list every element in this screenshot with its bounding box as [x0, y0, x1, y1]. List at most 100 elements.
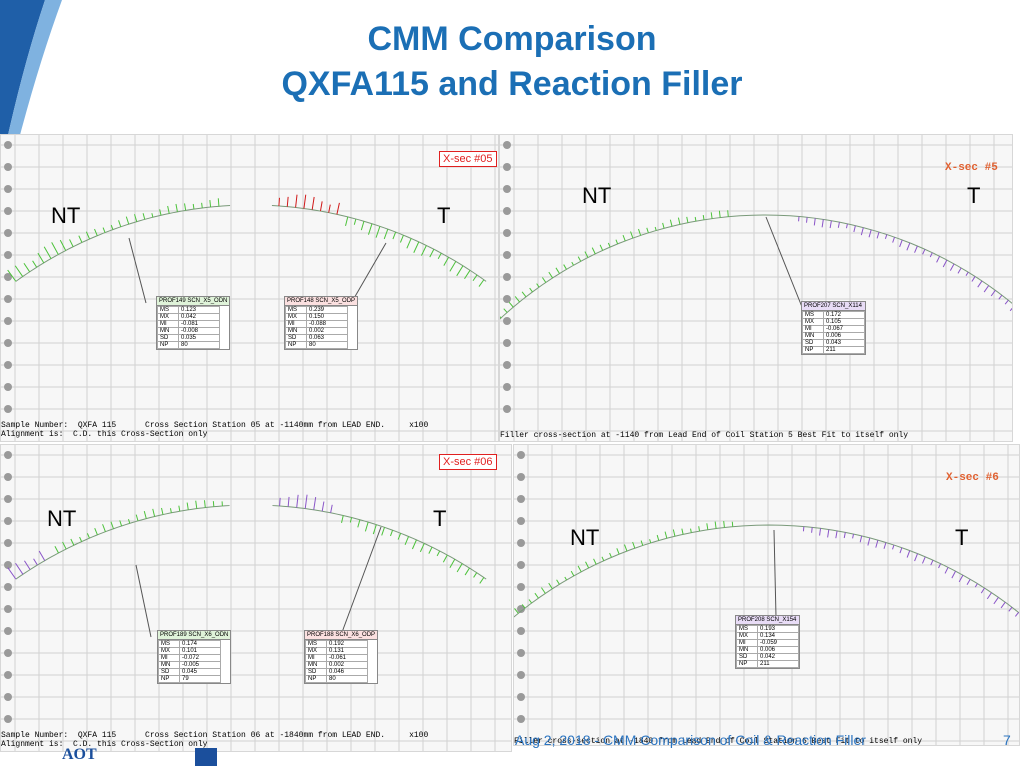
stats-row: SD 0.046 — [305, 668, 368, 676]
caption-line-2: Alignment is: C.D. this Cross-Section on… — [1, 740, 208, 749]
xsec-label: X-sec #06 — [439, 454, 497, 470]
stats-key: SD — [285, 334, 307, 342]
stats-row: SD 0.035 — [157, 334, 220, 342]
stats-value: 0.045 — [179, 668, 221, 676]
stats-key: MI — [802, 325, 824, 333]
stats-value: -0.008 — [178, 327, 220, 335]
stats-row: MI -0.072 — [158, 654, 221, 662]
stats-value: 0.193 — [757, 625, 799, 633]
t-label: T — [967, 183, 981, 208]
stats-value: 0.006 — [823, 332, 865, 340]
stats-value: 211 — [757, 660, 799, 668]
stats-value: 79 — [179, 675, 221, 683]
caption-line-1: Sample Number: QXFA 115 Cross Section St… — [1, 421, 429, 430]
stats-title: PROF149 SCN_X5_ODN — [157, 297, 230, 306]
stats-row: MS 0.174 — [158, 640, 221, 648]
xsec-label: X-sec #05 — [439, 151, 497, 167]
stats-row: MI -0.081 — [157, 320, 220, 328]
stats-key: MS — [736, 625, 758, 633]
stats-value: 0.063 — [306, 334, 348, 342]
stats-title: PROF189 SCN_X6_ODN — [158, 631, 231, 640]
stats-row: MX 0.131 — [305, 647, 368, 655]
stats-value: -0.072 — [179, 654, 221, 662]
stats-key: MS — [305, 640, 327, 648]
xsec-label: X-sec #6 — [946, 472, 999, 484]
stats-value: -0.005 — [179, 661, 221, 669]
stats-key: MI — [736, 639, 758, 647]
stats-row: MX 0.101 — [158, 647, 221, 655]
stats-row: SD 0.042 — [736, 653, 799, 661]
stats-table: PROF208 SCN_X154 MS 0.193 MX 0.134 MI -0.059 M… — [735, 615, 800, 669]
stats-key: MN — [285, 327, 307, 335]
stats-row: NP 80 — [285, 341, 348, 349]
stats-value: 0.006 — [757, 646, 799, 654]
t-label: T — [437, 203, 451, 228]
stats-key: MN — [802, 332, 824, 340]
stats-key: NP — [157, 341, 179, 349]
stats-key: MX — [158, 647, 180, 655]
stats-key: SD — [802, 339, 824, 347]
cmm-plot-filler-station-05: X-sec #5 NT T PROF207 SCN_X114 MS 0.172 MX… — [499, 134, 1013, 442]
stats-value: -0.059 — [757, 639, 799, 647]
stats-value: 0.042 — [178, 313, 220, 321]
stats-key: MS — [802, 311, 824, 319]
stats-value: 0.101 — [179, 647, 221, 655]
stats-key: MI — [158, 654, 180, 662]
stats-key: MX — [157, 313, 179, 321]
stats-row: NP 211 — [802, 346, 865, 354]
stats-key: MI — [305, 654, 327, 662]
stats-row: MN 0.006 — [736, 646, 799, 654]
stats-row: MS 0.239 — [285, 306, 348, 314]
caption-line-1: Filler cross-section at -1140 from Lead … — [500, 431, 909, 440]
stats-row: MS 0.193 — [736, 625, 799, 633]
stats-row: MI -0.088 — [285, 320, 348, 328]
stats-row: SD 0.063 — [285, 334, 348, 342]
stats-key: NP — [285, 341, 307, 349]
stats-key: MN — [158, 661, 180, 669]
stats-key: MX — [285, 313, 307, 321]
stats-row: NP 80 — [157, 341, 220, 349]
stats-table-t: PROF188 SCN_X6_ODP MS 0.192 MX 0.131 MI -0.06… — [304, 630, 379, 684]
t-label: T — [955, 525, 969, 550]
stats-key: MX — [802, 318, 824, 326]
stats-table: PROF207 SCN_X114 MS 0.172 MX 0.105 MI -0.067 M… — [801, 301, 866, 355]
caption-line-1: Filler cross-section at -1840 from Lead … — [514, 737, 923, 746]
stats-key: MX — [305, 647, 327, 655]
stats-row: MN -0.005 — [158, 661, 221, 669]
stats-key: MN — [305, 661, 327, 669]
stats-key: MS — [158, 640, 180, 648]
stats-value: 0.002 — [326, 661, 368, 669]
stats-table-nt: PROF189 SCN_X6_ODN MS 0.174 MX 0.101 MI -0.07… — [157, 630, 232, 684]
stats-row: MI -0.059 — [736, 639, 799, 647]
corner-swoosh-graphic — [0, 0, 62, 135]
stats-title: PROF207 SCN_X114 — [802, 302, 865, 311]
stats-key: MN — [736, 646, 758, 654]
stats-row: MS 0.192 — [305, 640, 368, 648]
stats-key: SD — [305, 668, 327, 676]
stats-table-t: PROF148 SCN_X5_ODP MS 0.239 MX 0.150 MI -0.08… — [284, 296, 359, 350]
stats-value: -0.067 — [823, 325, 865, 333]
stats-value: 80 — [326, 675, 368, 683]
stats-title: PROF208 SCN_X154 — [736, 616, 799, 625]
stats-key: SD — [157, 334, 179, 342]
stats-row: SD 0.043 — [802, 339, 865, 347]
stats-value: -0.081 — [178, 320, 220, 328]
stats-row: MI -0.061 — [305, 654, 368, 662]
stats-value: 0.046 — [326, 668, 368, 676]
stats-row: MX 0.105 — [802, 318, 865, 326]
stats-value: 0.192 — [326, 640, 368, 648]
stats-key: MN — [157, 327, 179, 335]
stats-row: NP 211 — [736, 660, 799, 668]
stats-row: MI -0.067 — [802, 325, 865, 333]
t-label: T — [433, 506, 447, 531]
logo-mark-icon — [195, 748, 217, 766]
stats-value: 0.105 — [823, 318, 865, 326]
stats-value: 80 — [178, 341, 220, 349]
stats-value: 0.131 — [326, 647, 368, 655]
stats-row: MN 0.006 — [802, 332, 865, 340]
stats-key: SD — [158, 668, 180, 676]
stats-row: MN -0.008 — [157, 327, 220, 335]
stats-value: -0.061 — [326, 654, 368, 662]
stats-value: 0.042 — [757, 653, 799, 661]
stats-key: NP — [158, 675, 180, 683]
